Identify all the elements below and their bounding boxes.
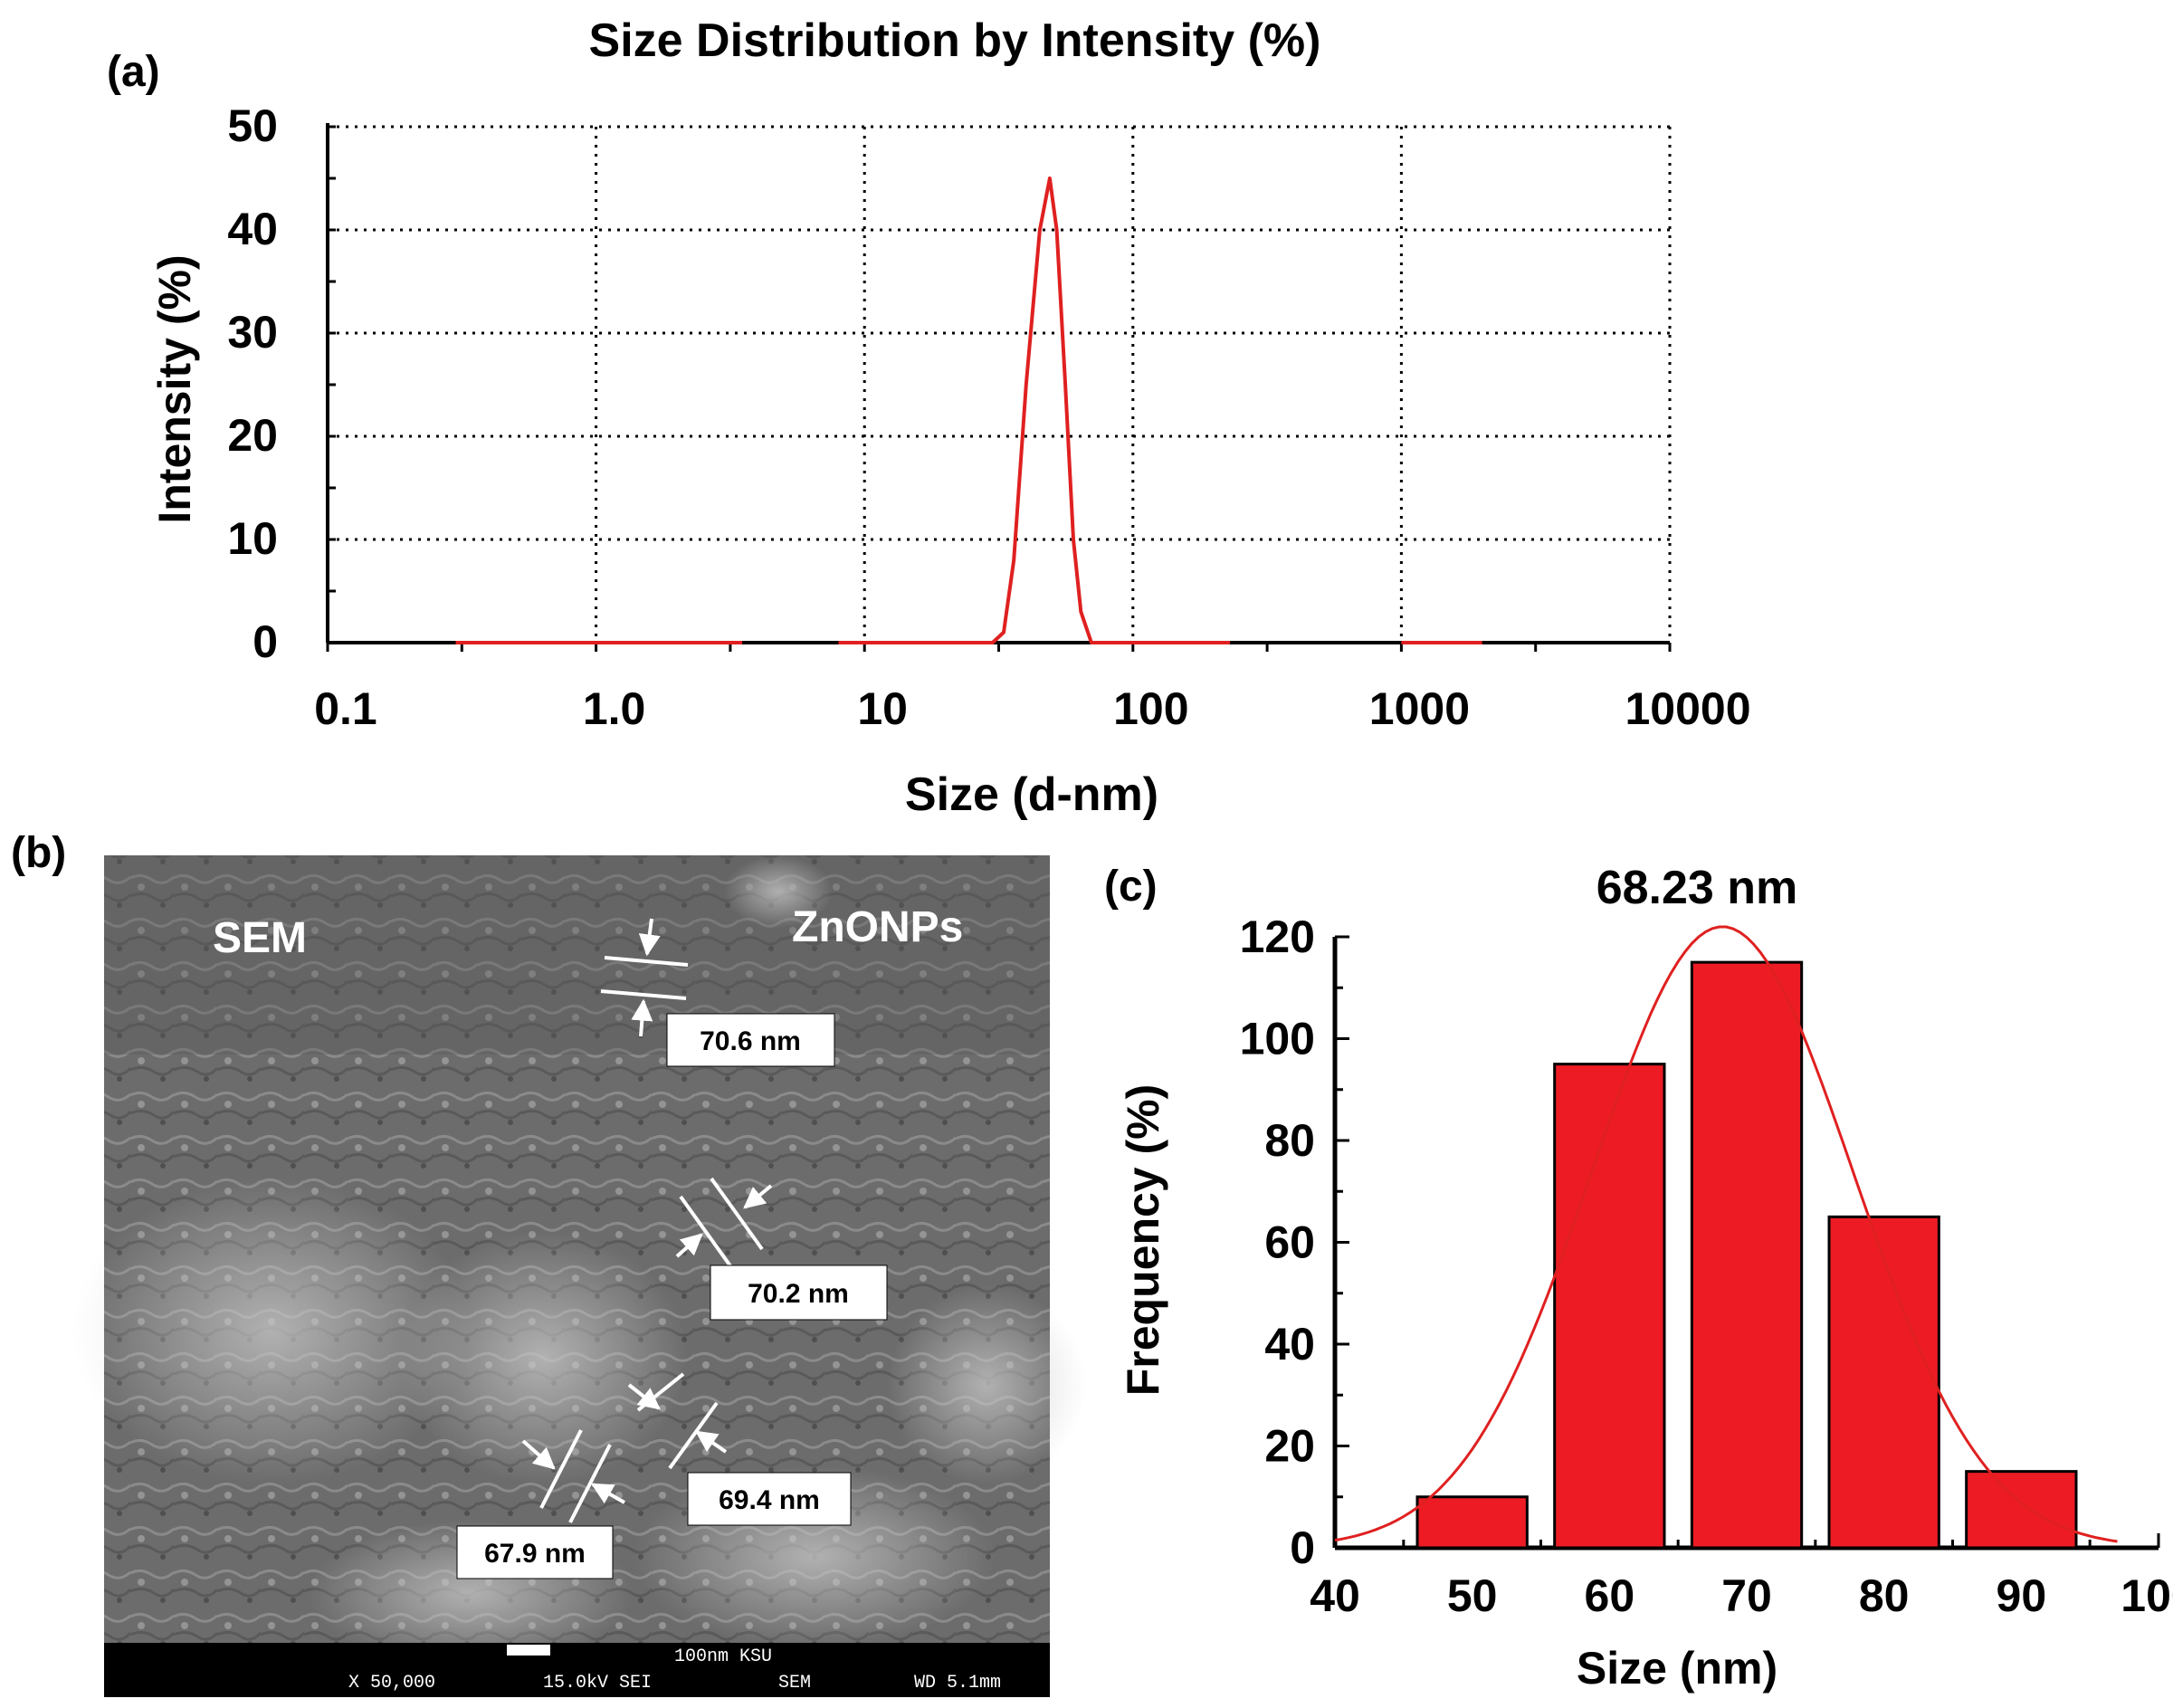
chart-c-x-ticks: 40 50 60 70 80 90 100 [1310, 1570, 2173, 1621]
y-tick-label: 60 [1264, 1217, 1315, 1268]
chart-a-y-ticks: 0 10 20 30 40 50 [227, 100, 278, 667]
y-tick-label: 0 [1290, 1522, 1315, 1573]
y-tick-label: 10 [227, 513, 278, 564]
chart-a-x-label: Size (d-nm) [905, 768, 1158, 821]
x-tick-label: 10 [857, 683, 908, 734]
measurement-annotation: 69.4 nm [627, 1372, 852, 1526]
panel-a-size-distribution: Size Distribution by Intensity (%) (a) 0… [107, 14, 1751, 821]
measurement-annotation: 70.2 nm [675, 1177, 888, 1321]
x-tick-label: 100 [2121, 1570, 2173, 1621]
chart-a-x-ticks: 0.1 1.0 10 100 1000 10000 [314, 683, 1750, 734]
y-tick-label: 50 [227, 100, 278, 151]
chart-c-title: 68.23 nm [1596, 862, 1798, 914]
y-tick-label: 30 [227, 307, 278, 358]
chart-a-y-label: Intensity (%) [149, 254, 200, 523]
measurement-label: 69.4 nm [719, 1485, 820, 1515]
sem-scale-bar [507, 1645, 550, 1656]
bar-70 [1690, 960, 1804, 1550]
x-tick-label: 90 [1997, 1570, 2047, 1621]
sem-dark-band [104, 855, 1050, 1054]
y-tick-label: 120 [1240, 911, 1315, 962]
sem-voltage: 15.0kV SEI [543, 1673, 652, 1694]
x-tick-label: 1000 [1369, 683, 1470, 734]
sem-bright-cluster [887, 1285, 1086, 1484]
x-tick-label: 10000 [1625, 683, 1750, 734]
chart-a-axes [326, 123, 1672, 652]
y-tick-label: 0 [253, 616, 278, 667]
bar-90 [1965, 1470, 2078, 1550]
zno-label: ZnONPs [792, 903, 963, 951]
y-tick-label: 80 [1264, 1115, 1315, 1166]
panel-c-histogram: (c) 68.23 nm 0 20 40 60 80 100 120 40 50 60 70 80 9… [1104, 862, 2173, 1694]
y-tick-label: 20 [1264, 1421, 1315, 1472]
chart-a-gridlines [328, 125, 1672, 643]
panel-b-sem-image: (b) SEM ZnONPs 70.6 nm [11, 829, 1086, 1697]
sem-bright-cluster [72, 1177, 471, 1484]
measurement-label: 70.6 nm [700, 1026, 801, 1056]
y-tick-label: 40 [1264, 1319, 1315, 1369]
sem-info-bar: 100nm KSU X 50,000 15.0kV SEI SEM WD 5.1… [104, 1643, 1050, 1697]
measurement-label: 67.9 nm [484, 1539, 586, 1569]
bar-50 [1415, 1495, 1529, 1550]
sem-mode: SEM [778, 1673, 811, 1694]
chart-c-x-label: Size (nm) [1577, 1643, 1777, 1694]
chart-c-y-label: Frequency (%) [1118, 1084, 1168, 1397]
sem-bright-cluster [724, 855, 833, 928]
bar-80 [1827, 1215, 1940, 1550]
bar-60 [1553, 1063, 1666, 1550]
x-tick-label: 60 [1585, 1570, 1635, 1621]
panel-c-label: (c) [1104, 863, 1158, 911]
chart-a-title: Size Distribution by Intensity (%) [589, 14, 1321, 67]
chart-c-y-ticks: 0 20 40 60 80 100 120 [1240, 911, 1315, 1573]
panel-a-label: (a) [107, 48, 160, 96]
x-tick-label: 40 [1310, 1570, 1360, 1621]
sem-magnification: X 50,000 [348, 1673, 435, 1694]
sem-bright-cluster [398, 1231, 688, 1484]
x-tick-label: 70 [1721, 1570, 1772, 1621]
measurement-label: 70.2 nm [748, 1279, 849, 1309]
y-tick-label: 40 [227, 204, 278, 254]
measurement-annotation: 70.6 nm [600, 918, 835, 1067]
y-tick-label: 100 [1240, 1014, 1315, 1064]
x-tick-label: 80 [1859, 1570, 1910, 1621]
series-line-intensity [838, 177, 1231, 644]
panel-b-label: (b) [11, 829, 66, 877]
x-tick-label: 50 [1447, 1570, 1498, 1621]
y-tick-label: 20 [227, 410, 278, 461]
x-tick-label: 0.1 [314, 683, 377, 734]
chart-a-series [455, 177, 1482, 644]
gaussian-fit-curve [1334, 925, 2118, 1543]
chart-c-bars [1415, 960, 2078, 1550]
x-tick-label: 1.0 [583, 683, 646, 734]
chart-c-fit [1334, 925, 2118, 1543]
sem-scale-text: 100nm KSU [674, 1646, 772, 1667]
sem-working-distance: WD 5.1mm [914, 1673, 1001, 1694]
measurement-annotation: 67.9 nm [456, 1429, 625, 1579]
sem-label: SEM [213, 914, 307, 962]
x-tick-label: 100 [1113, 683, 1188, 734]
